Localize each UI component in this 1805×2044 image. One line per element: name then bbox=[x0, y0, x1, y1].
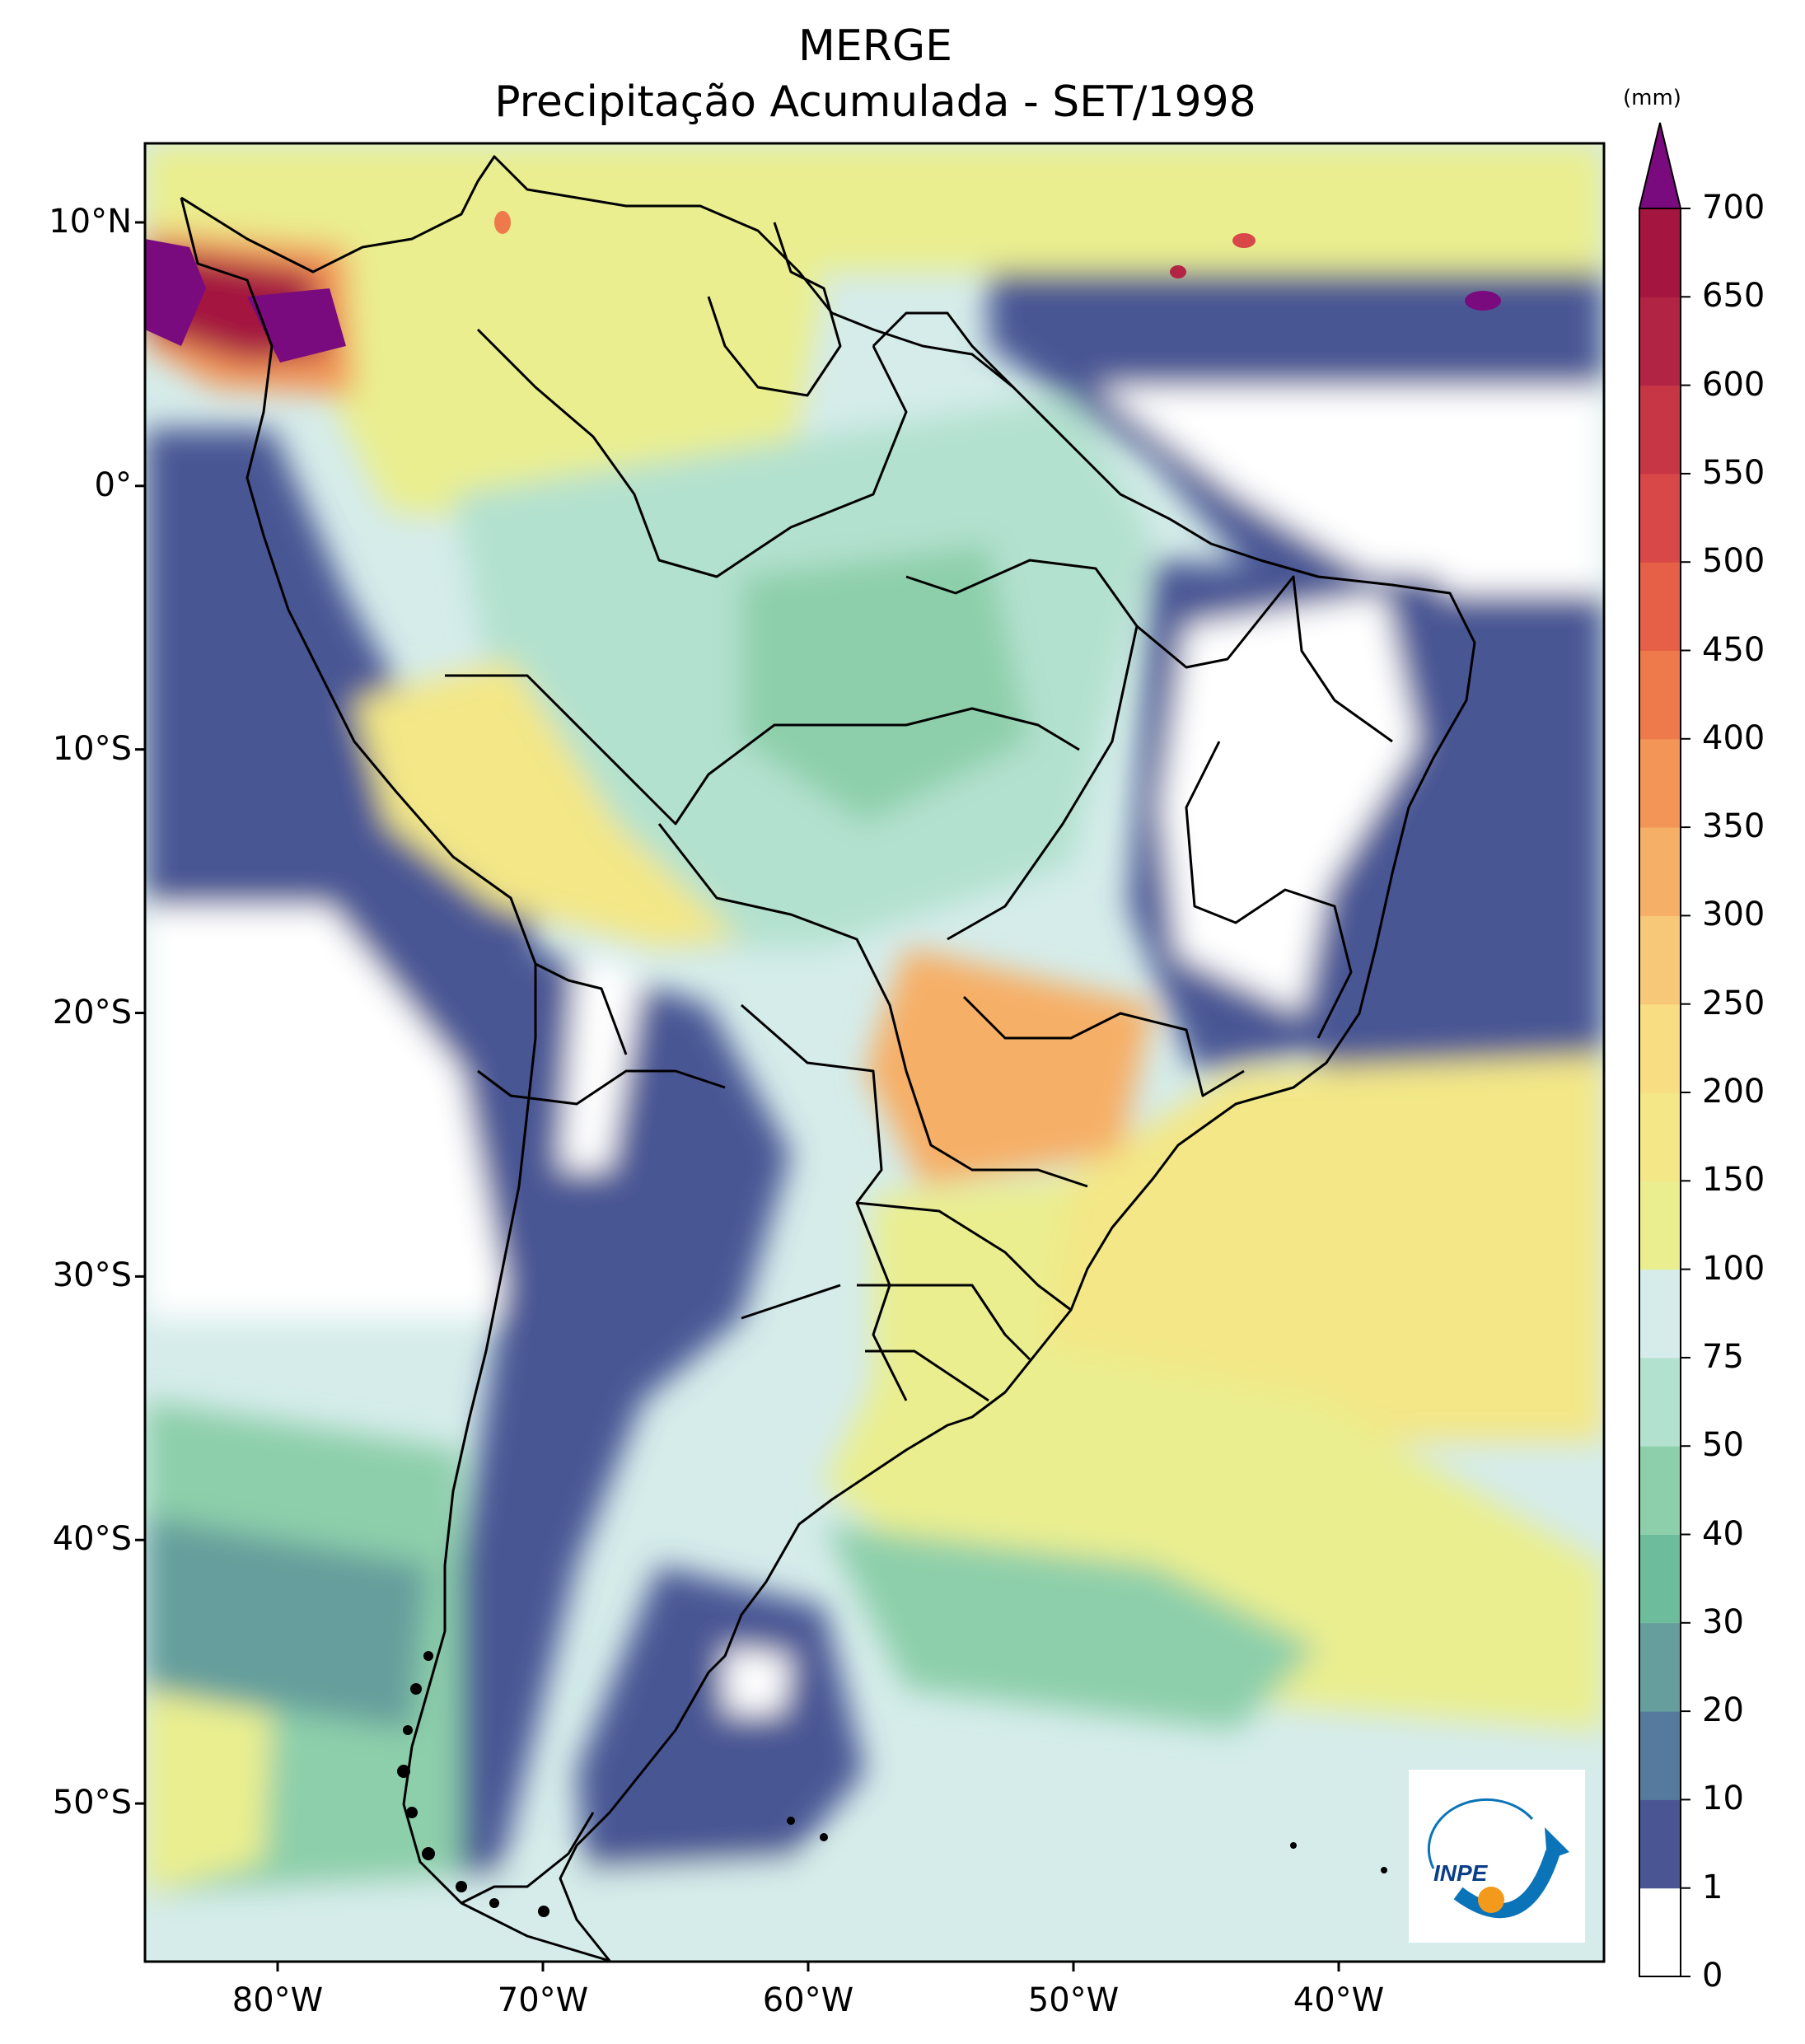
colorbar-segment bbox=[1639, 650, 1681, 740]
colorbar-segment bbox=[1639, 297, 1681, 386]
colorbar-level-label: 1 bbox=[1702, 1868, 1723, 1906]
colorbar-segment bbox=[1639, 1357, 1681, 1447]
colorbar-segment bbox=[1639, 473, 1681, 563]
colorbar-level-label: 100 bbox=[1702, 1249, 1765, 1288]
lon-tick-label: 50°W bbox=[1027, 1981, 1120, 2019]
colorbar-level-label: 650 bbox=[1702, 277, 1765, 316]
lon-tick-label: 70°W bbox=[497, 1981, 589, 2019]
colorbar-level-label: 500 bbox=[1702, 542, 1765, 581]
intense-rain-spots bbox=[145, 211, 1501, 362]
lon-tick-label: 60°W bbox=[762, 1981, 854, 2019]
lon-tick-label: 80°W bbox=[231, 1981, 324, 2019]
colorbar-level-label: 400 bbox=[1702, 718, 1765, 757]
colorbar-segment bbox=[1639, 1446, 1681, 1535]
chilean-archipelago bbox=[397, 1651, 1387, 1917]
colorbar-level-label: 200 bbox=[1702, 1073, 1765, 1111]
colorbar-level-label: 0 bbox=[1702, 1957, 1723, 1995]
colorbar-segment bbox=[1639, 208, 1681, 297]
colorbar-segment bbox=[1639, 915, 1681, 1005]
colorbar-level-label: 700 bbox=[1702, 189, 1765, 227]
colorbar-segment bbox=[1639, 1181, 1681, 1270]
colorbar-level-label: 10 bbox=[1702, 1780, 1744, 1818]
colorbar-level-label: 250 bbox=[1702, 984, 1765, 1022]
colorbar-segment bbox=[1639, 1799, 1681, 1889]
lon-tick-label: 40°W bbox=[1293, 1981, 1385, 2019]
colorbar-segment bbox=[1639, 1711, 1681, 1800]
colorbar-level-label: 550 bbox=[1702, 453, 1765, 492]
lat-tick-label: 10°N bbox=[49, 202, 132, 241]
colorbar-segment bbox=[1639, 385, 1681, 475]
colorbar-segment bbox=[1639, 1887, 1681, 1977]
colorbar-level-label: 600 bbox=[1702, 365, 1765, 404]
colorbar-segment bbox=[1639, 1269, 1681, 1359]
colorbar-level-label: 20 bbox=[1702, 1691, 1744, 1730]
colorbar-segment bbox=[1639, 1534, 1681, 1624]
colorbar-level-label: 300 bbox=[1702, 896, 1765, 934]
lat-tick-label: 50°S bbox=[52, 1784, 132, 1822]
colorbar-level-label: 150 bbox=[1702, 1161, 1765, 1200]
title-line2: Precipitação Acumulada - SET/1998 bbox=[494, 77, 1256, 127]
colorbar-segment bbox=[1639, 738, 1681, 828]
inpe-logo: INPE bbox=[1409, 1770, 1585, 1943]
lat-tick-label: 30°S bbox=[52, 1256, 132, 1295]
colorbar-segment bbox=[1639, 827, 1681, 916]
colorbar-level-label: 40 bbox=[1702, 1514, 1744, 1553]
colorbar-level-label: 350 bbox=[1702, 807, 1765, 846]
lat-tick-label: 0° bbox=[94, 465, 132, 504]
colorbar-level-label: 30 bbox=[1702, 1602, 1744, 1641]
colorbar-segment bbox=[1639, 1622, 1681, 1712]
coastlines-and-borders bbox=[180, 155, 1476, 1962]
lat-tick-label: 40°S bbox=[52, 1520, 132, 1559]
colorbar-extend-arrow bbox=[1638, 122, 1682, 209]
colorbar bbox=[1638, 122, 1690, 1977]
lat-tick-label: 20°S bbox=[52, 993, 132, 1031]
colorbar-level-label: 450 bbox=[1702, 630, 1765, 669]
logo-text: INPE bbox=[1433, 1860, 1489, 1886]
axis-ticks bbox=[135, 221, 1340, 1972]
colorbar-segment bbox=[1639, 562, 1681, 651]
map-frame bbox=[143, 142, 1606, 1963]
colorbar-segment bbox=[1639, 1003, 1681, 1093]
colorbar-level-label: 50 bbox=[1702, 1426, 1744, 1465]
precipitation-field bbox=[145, 143, 1604, 1962]
colorbar-segment bbox=[1639, 1092, 1681, 1181]
colorbar-level-label: 75 bbox=[1702, 1337, 1744, 1376]
colorbar-units: (mm) bbox=[1623, 86, 1681, 110]
lat-tick-label: 10°S bbox=[52, 729, 132, 768]
title-line1: MERGE bbox=[797, 21, 952, 71]
